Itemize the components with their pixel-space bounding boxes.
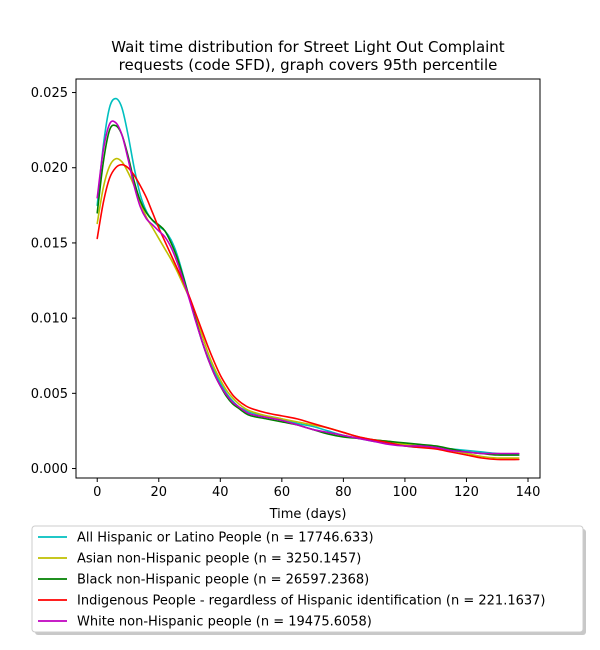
legend-label-1: Asian non-Hispanic people (n = 3250.1457… [77, 552, 361, 567]
x-axis-label: Time (days) [269, 507, 347, 522]
plot-area-frame [75, 78, 541, 479]
legend-entries: All Hispanic or Latino People (n = 17746… [38, 531, 546, 630]
x-tick-label: 140 [516, 485, 541, 500]
x-tick-label: 0 [93, 485, 101, 500]
chart-title-line-1: Wait time distribution for Street Light … [111, 38, 505, 56]
series-line-3 [96, 163, 520, 461]
y-tick-label: 0.015 [31, 236, 68, 251]
series-line-1 [96, 157, 520, 459]
series-lines [96, 97, 520, 461]
y-tick-label: 0.010 [31, 312, 68, 327]
chart-title: Wait time distribution for Street Light … [111, 38, 505, 74]
legend-label-0: All Hispanic or Latino People (n = 17746… [77, 531, 374, 546]
y-tick-label: 0.005 [31, 387, 68, 402]
x-tick-label: 20 [150, 485, 167, 500]
y-tick-label: 0.020 [31, 161, 68, 176]
y-tick-label: 0.025 [31, 86, 68, 101]
y-tick-label: 0.000 [31, 462, 68, 477]
x-axis-ticks: 0 20 40 60 80 100 120 140 [93, 478, 540, 500]
legend-label-3: Indigenous People - regardless of Hispan… [77, 594, 546, 609]
x-tick-label: 120 [454, 485, 479, 500]
x-tick-label: 40 [212, 485, 229, 500]
x-tick-label: 60 [274, 485, 291, 500]
series-line-4 [96, 120, 520, 455]
legend: All Hispanic or Latino People (n = 17746… [31, 525, 586, 635]
x-tick-label: 80 [335, 485, 352, 500]
legend-box [31, 525, 584, 633]
series-line-0 [96, 97, 520, 456]
series-line-2 [96, 124, 520, 456]
chart-title-line-2: requests (code SFD), graph covers 95th p… [119, 56, 498, 74]
y-axis-ticks: 0.000 0.005 0.010 0.015 0.020 0.025 [31, 86, 76, 477]
legend-label-2: Black non-Hispanic people (n = 26597.236… [77, 573, 369, 588]
legend-label-4: White non-Hispanic people (n = 19475.605… [77, 615, 372, 630]
x-tick-label: 100 [393, 485, 418, 500]
